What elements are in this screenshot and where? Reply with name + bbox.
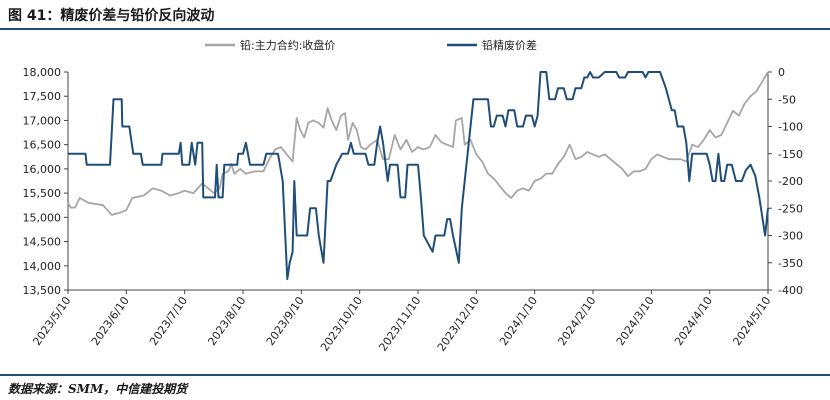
x-tick-label: 2023/7/10 <box>147 294 190 348</box>
right-tick-label: -350 <box>778 257 803 270</box>
x-tick-label: 2024/4/10 <box>672 294 715 348</box>
right-tick-label: -250 <box>778 202 803 215</box>
legend-label-lead-price: 铅:主力合约:收盘价 <box>240 38 335 52</box>
x-tick-label: 2023/9/10 <box>264 294 307 348</box>
x-tick-label: 2023/10/10 <box>318 294 365 353</box>
left-y-axis: 13,500 14,000 14,500 15,000 15,500 16,000 16,5… <box>23 66 69 297</box>
figure-title: 图 41：精废价差与铅价反向波动 <box>8 8 215 24</box>
source-note: 数据来源：SMM，中信建投期货 <box>8 382 188 396</box>
x-tick-label: 2023/12/10 <box>435 294 482 353</box>
series-layer <box>67 71 769 281</box>
legend: 铅:主力合约:收盘价 铅精废价差 <box>205 38 537 52</box>
x-tick-label: 2023/5/10 <box>30 294 73 348</box>
left-tick-label: 14,500 <box>23 236 62 249</box>
top-rule <box>0 28 830 30</box>
x-tick-label: 2024/1/10 <box>497 294 540 348</box>
x-tick-label: 2024/5/10 <box>730 294 773 348</box>
bottom-rule <box>0 374 830 376</box>
x-tick-label: 2024/2/10 <box>555 294 598 348</box>
right-tick-label: -150 <box>778 148 803 161</box>
series-line-lead-price <box>67 71 769 216</box>
x-tick-label: 2023/8/10 <box>205 294 248 348</box>
legend-label-spread: 铅精废价差 <box>482 38 537 52</box>
right-tick-label: -300 <box>778 230 803 243</box>
title-bar: 图 41：精废价差与铅价反向波动 <box>0 0 830 30</box>
left-tick-label: 15,500 <box>23 187 62 200</box>
left-tick-label: 16,000 <box>23 163 62 176</box>
left-tick-label: 17,000 <box>23 114 62 127</box>
right-tick-label: -400 <box>778 284 803 297</box>
right-tick-label: -50 <box>778 93 796 106</box>
left-tick-label: 16,500 <box>23 139 62 152</box>
x-tick-label: 2023/6/10 <box>89 294 132 348</box>
right-tick-label: -100 <box>778 121 803 134</box>
series-line-spread <box>68 71 769 281</box>
right-tick-label: -200 <box>778 175 803 188</box>
x-tick-label: 2023/11/10 <box>376 294 423 353</box>
left-tick-label: 17,500 <box>23 90 62 103</box>
left-tick-label: 15,000 <box>23 211 62 224</box>
x-axis: 2023/5/10 2023/6/10 2023/7/10 2023/8/10 2023… <box>30 289 773 354</box>
left-tick-label: 13,500 <box>23 284 62 297</box>
left-tick-label: 14,000 <box>23 260 62 273</box>
right-tick-label: 0 <box>778 66 785 79</box>
left-tick-label: 18,000 <box>23 66 62 79</box>
right-y-axis: -400 -350 -300 -250 -200 -150 -100 -50 0 <box>767 66 803 297</box>
x-tick-label: 2024/3/10 <box>614 294 657 348</box>
